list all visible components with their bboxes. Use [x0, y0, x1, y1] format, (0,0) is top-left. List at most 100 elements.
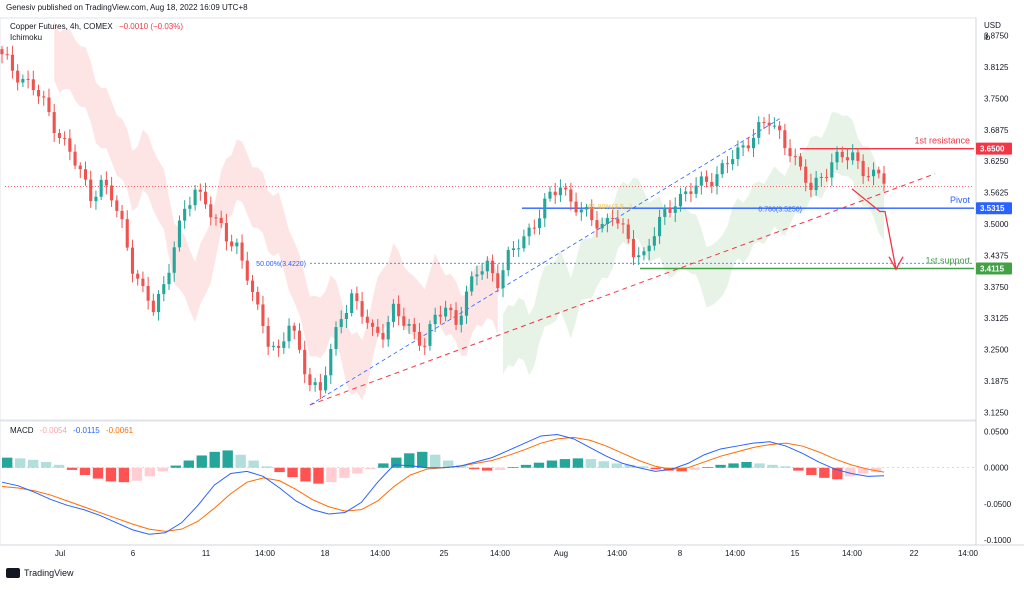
candle-body — [370, 322, 375, 327]
date-tick-label: 25 — [440, 549, 449, 558]
resistance-price-tag: 3.6500 — [980, 145, 1005, 154]
candle-body — [840, 151, 844, 158]
candle-body — [861, 160, 865, 177]
projection-arrow — [851, 188, 897, 270]
candle-body — [68, 138, 72, 152]
candle-body — [689, 191, 693, 194]
macd-tick-label: -0.1000 — [984, 536, 1012, 545]
tradingview-logo-icon — [6, 568, 20, 578]
candle-body — [344, 312, 349, 320]
candle-body — [444, 307, 448, 317]
candle-body — [0, 49, 4, 55]
candle-body — [574, 201, 578, 213]
macd-histogram-bar — [624, 464, 635, 468]
candle-body — [417, 331, 422, 346]
candle-body — [553, 191, 557, 196]
candle-body — [564, 187, 568, 190]
candle-body — [376, 326, 380, 333]
pivot-price-tag-bg — [976, 202, 1012, 215]
candle-body — [282, 341, 286, 348]
candles-layer[interactable] — [0, 45, 886, 400]
macd-legend[interactable]: MACD -0.0054 -0.0115 -0.0061 — [10, 426, 133, 435]
candle-body — [778, 125, 782, 131]
resistance-label: 1st resistance — [914, 136, 970, 146]
support-price-tag: 3.4115 — [980, 264, 1005, 273]
macd-histogram-bar — [494, 467, 506, 470]
candle-body — [872, 169, 876, 177]
date-tick-label: 14:00 — [607, 549, 628, 558]
date-tick-label: 14:00 — [255, 549, 276, 558]
candle-body — [240, 242, 244, 261]
tradingview-footer[interactable]: TradingView — [6, 568, 74, 578]
price-tick-label: 3.3125 — [984, 314, 1009, 323]
candle-body — [611, 218, 615, 220]
candle-body — [595, 220, 599, 229]
candle-body — [475, 274, 479, 277]
candle-body — [94, 196, 98, 202]
published-line: Genesiv published on TradingView.com, Au… — [6, 3, 248, 12]
candle-body — [731, 159, 735, 165]
candle-body — [292, 325, 296, 331]
candle-body — [725, 163, 729, 165]
macd-histogram-bar — [793, 467, 804, 471]
date-tick-label: 11 — [202, 549, 211, 558]
candle-body — [746, 145, 750, 149]
candle-body — [642, 251, 646, 256]
candle-body — [57, 132, 61, 139]
indicator-ichimoku[interactable]: Ichimoku — [10, 33, 43, 42]
macd-histogram-bar — [585, 459, 597, 468]
candle-body — [877, 169, 881, 174]
macd-histogram-bar — [806, 467, 817, 475]
candle-body — [297, 330, 302, 350]
candle-body — [710, 181, 714, 187]
price-tick-label: 3.6250 — [984, 157, 1009, 166]
candle-body — [407, 324, 411, 326]
macd-histogram-bar — [92, 467, 104, 479]
axis-currency: USD — [984, 21, 1001, 30]
candle-body — [391, 303, 395, 322]
macd-histogram-bar — [559, 459, 571, 468]
macd-histogram-bar — [728, 463, 739, 468]
candle-body — [678, 193, 683, 207]
macd-histogram-bar — [520, 464, 532, 468]
candle-body — [428, 324, 432, 346]
candle-body — [381, 332, 385, 340]
candle-body — [136, 273, 140, 279]
macd-histogram-bar — [546, 460, 558, 468]
date-tick-label: 6 — [131, 549, 136, 558]
date-tick-label: Aug — [554, 549, 568, 558]
candle-body — [5, 54, 9, 56]
candle-body — [313, 382, 317, 386]
ichimoku-cloud — [54, 20, 884, 401]
price-tick-label: 3.1875 — [984, 377, 1009, 386]
macd-pane-frame — [0, 420, 977, 546]
candle-body — [517, 248, 521, 250]
candle-body — [579, 209, 583, 213]
candle-body — [548, 191, 552, 199]
candle-body — [762, 122, 766, 124]
date-tick-label: 15 — [791, 549, 800, 558]
candle-body — [845, 157, 850, 161]
candle-body — [600, 224, 604, 229]
macd-histogram-bar — [183, 460, 194, 468]
candle-body — [224, 223, 228, 242]
macd-histogram-bar — [430, 454, 441, 468]
price-tick-label: 3.6875 — [984, 126, 1009, 135]
pivot-price-tag: 3.5315 — [980, 204, 1005, 213]
macd-histogram-bar — [871, 467, 882, 473]
candle-body — [537, 218, 542, 229]
candle-body — [412, 324, 416, 332]
macd-histogram-bar — [352, 467, 363, 474]
projection-arrowhead — [888, 256, 904, 271]
candle-body — [402, 316, 406, 326]
date-tick-label: Jul — [55, 549, 65, 558]
macd-histogram-bar — [40, 461, 52, 468]
candle-body — [21, 78, 25, 83]
candle-body — [10, 54, 14, 71]
candle-body — [485, 260, 489, 272]
candle-body — [360, 301, 364, 317]
candle-body — [177, 220, 182, 248]
symbol-line[interactable]: Copper Futures, 4h, COMEX −0.0010 (−0.03… — [10, 22, 183, 31]
candle-body — [814, 177, 818, 190]
